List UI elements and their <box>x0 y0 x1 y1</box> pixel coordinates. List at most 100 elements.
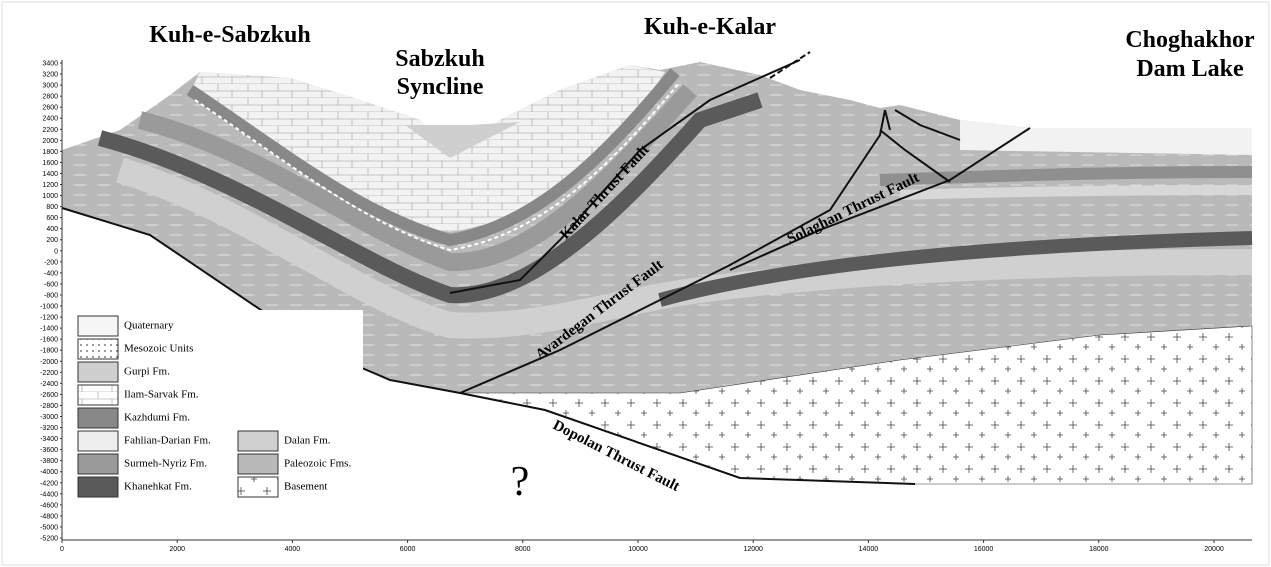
title: Kuh-e-Sabzkuh <box>149 22 310 48</box>
y-tick-label: -1000 <box>40 304 58 311</box>
legend-label: Ilam-Sarvak Fm. <box>124 389 199 401</box>
title: Choghakhor <box>1125 27 1255 53</box>
legend-label: Gurpi Fm. <box>124 366 170 378</box>
swatch <box>77 407 119 429</box>
legend-label: Quaternary <box>124 320 174 332</box>
ticks: 3400320030002800260024002200200018001600… <box>40 61 1224 554</box>
x-tick-label: 0 <box>60 546 64 553</box>
y-tick-label: -4200 <box>40 480 58 487</box>
swatch <box>77 430 119 452</box>
title: Dam Lake <box>1136 56 1244 82</box>
khanehkat <box>97 92 763 304</box>
y-tick-label: -2400 <box>40 381 58 388</box>
x-tick-label: 4000 <box>285 546 301 553</box>
y-tick-label: 1200 <box>42 182 58 189</box>
swatch <box>77 315 119 337</box>
x-tick-label: 16000 <box>974 546 994 553</box>
swatch <box>77 453 119 475</box>
swatch <box>237 430 279 452</box>
y-tick-label: -4400 <box>40 491 58 498</box>
y-tick-label: -400 <box>44 270 58 277</box>
ilam-sarvak-pattern <box>190 65 665 232</box>
legend: Quaternary Mesozoic Units Gurpi Fm. Ilam… <box>73 310 363 510</box>
kalar-fault <box>449 59 801 294</box>
title: Kuh-e-Kalar <box>644 14 776 40</box>
y-tick-label: -1400 <box>40 326 58 333</box>
legend-label: Mesozoic Units <box>124 343 193 355</box>
swatch <box>77 384 119 406</box>
y-tick-label: 1000 <box>42 193 58 200</box>
minor-fault <box>769 51 811 79</box>
x-tick-label: 20000 <box>1204 546 1224 553</box>
y-tick-label: -4600 <box>40 502 58 509</box>
quaternary-strip <box>194 81 681 252</box>
basement-pattern <box>460 326 1252 484</box>
avardegan-fault <box>459 109 886 394</box>
title: Sabzkuh <box>395 46 484 72</box>
y-tick-label: -3200 <box>40 425 58 432</box>
x-tick-label: 10000 <box>628 546 648 553</box>
legend-label: Paleozoic Fms. <box>284 458 351 470</box>
y-tick-label: 200 <box>46 237 58 244</box>
y-tick-label: -4000 <box>40 469 58 476</box>
title: Syncline <box>397 74 484 100</box>
y-tick-label: -3600 <box>40 447 58 454</box>
y-tick-label: -2200 <box>40 370 58 377</box>
x-tick-label: 2000 <box>169 546 185 553</box>
legend-label: Dalan Fm. <box>284 435 331 447</box>
y-tick-label: -1200 <box>40 315 58 322</box>
y-tick-label: 1400 <box>42 171 58 178</box>
surmeh <box>137 84 697 272</box>
y-tick-label: -1600 <box>40 337 58 344</box>
fahlian-right <box>899 185 1253 200</box>
y-tick-label: 600 <box>46 215 58 222</box>
y-tick-label: -3800 <box>40 458 58 465</box>
swatch <box>77 361 119 383</box>
y-tick-label: -4800 <box>40 513 58 520</box>
y-tick-label: -2000 <box>40 359 58 366</box>
gurpi <box>405 122 520 158</box>
y-tick-label: -3400 <box>40 436 58 443</box>
y-tick-label: 3400 <box>42 61 58 68</box>
kazhdumi <box>186 68 680 247</box>
x-tick-label: 14000 <box>859 546 879 553</box>
dopolan-fault <box>459 392 916 485</box>
surmeh-right <box>879 166 1253 186</box>
legend-label: Fahlian-Darian Fm. <box>124 435 211 447</box>
x-tick-label: 6000 <box>400 546 416 553</box>
swatch <box>237 476 279 498</box>
y-tick-label: -600 <box>44 281 58 288</box>
y-tick-label: -800 <box>44 292 58 299</box>
x-tick-label: 18000 <box>1089 546 1109 553</box>
y-tick-label: -5000 <box>40 524 58 531</box>
y-tick-label: 2200 <box>42 127 58 134</box>
legend-bg <box>73 310 363 510</box>
x-tick-label: 8000 <box>515 546 531 553</box>
x-tick-label: 12000 <box>743 546 763 553</box>
y-tick-label: -2800 <box>40 403 58 410</box>
y-tick-label: 2800 <box>42 94 58 101</box>
solaghan-fault <box>729 127 1031 271</box>
y-tick-label: 1600 <box>42 160 58 167</box>
y-tick-label: 2000 <box>42 138 58 145</box>
minor-fault <box>879 129 951 183</box>
legend-label: Kazhdumi Fm. <box>124 412 190 424</box>
y-tick-label: 800 <box>46 204 58 211</box>
y-tick-label: -2600 <box>40 392 58 399</box>
y-tick-label: 2400 <box>42 116 58 123</box>
y-tick-label: -200 <box>44 259 58 266</box>
swatch <box>237 453 279 475</box>
swatch <box>77 476 119 498</box>
y-tick-label: 400 <box>46 226 58 233</box>
y-tick-label: 3200 <box>42 72 58 79</box>
legend-label: Surmeh-Nyriz Fm. <box>124 458 207 470</box>
unknown-mark: ? <box>511 459 530 505</box>
y-tick-label: 2600 <box>42 105 58 112</box>
legend-label: Basement <box>284 481 327 493</box>
legend-label: Khanehkat Fm. <box>124 481 192 493</box>
y-tick-label: 0 <box>54 248 58 255</box>
khanehkat-right <box>658 231 1253 307</box>
swatch <box>77 338 119 360</box>
